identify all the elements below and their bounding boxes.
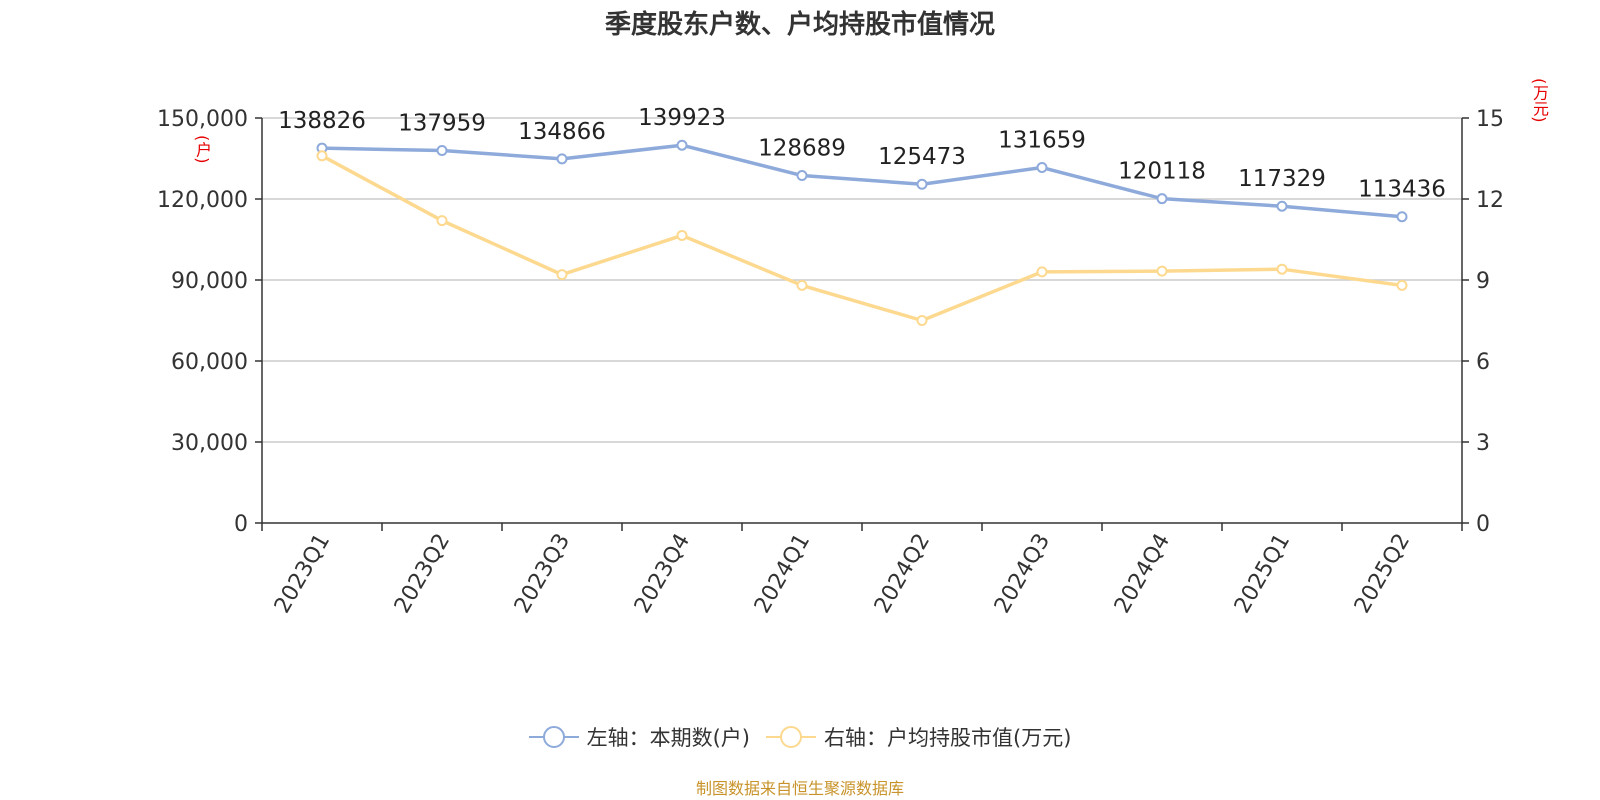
left-tick-label: 60,000 xyxy=(171,350,248,375)
legend-item-left[interactable]: 左轴：本期数(户) xyxy=(528,722,750,752)
right-tick-label: 9 xyxy=(1476,269,1490,294)
left-tick-label: 90,000 xyxy=(171,269,248,294)
data-point-2 xyxy=(436,215,448,227)
data-point-1 xyxy=(436,145,448,157)
legend-line-icon xyxy=(766,725,816,749)
data-point-1 xyxy=(556,153,568,165)
series-line-2 xyxy=(321,154,1403,323)
data-point-1 xyxy=(1036,162,1048,174)
x-tick-label: 2024Q4 xyxy=(1110,530,1175,618)
data-label: 120118 xyxy=(1118,159,1206,185)
right-tick-label: 6 xyxy=(1476,350,1490,375)
data-point-2 xyxy=(556,269,568,281)
data-label: 134866 xyxy=(518,119,606,145)
right-tick-label: 12 xyxy=(1476,188,1504,213)
left-tick-label: 0 xyxy=(234,512,248,537)
right-tick-label: 15 xyxy=(1476,107,1504,132)
data-point-2 xyxy=(316,150,328,162)
data-point-1 xyxy=(1396,211,1408,223)
right-tick-label: 3 xyxy=(1476,431,1490,456)
data-point-1 xyxy=(676,139,688,151)
data-label: 138826 xyxy=(278,108,366,134)
legend-item-right[interactable]: 右轴：户均持股市值(万元) xyxy=(766,722,1071,752)
data-point-2 xyxy=(796,279,808,291)
data-label: 131659 xyxy=(998,128,1086,154)
x-tick-label: 2024Q3 xyxy=(990,530,1055,618)
left-tick-label: 150,000 xyxy=(157,107,248,132)
series-line-1 xyxy=(321,143,1403,219)
x-tick-label: 2025Q1 xyxy=(1230,530,1295,618)
data-point-1 xyxy=(1276,200,1288,212)
data-label: 113436 xyxy=(1358,177,1446,203)
right-tick-label: 0 xyxy=(1476,512,1490,537)
data-label: 137959 xyxy=(398,111,486,137)
x-tick-label: 2024Q2 xyxy=(870,530,935,618)
data-point-1 xyxy=(916,178,928,190)
right-axis-unit: (万元) xyxy=(1530,78,1549,123)
x-tick-label: 2024Q1 xyxy=(750,530,815,618)
x-tick-label: 2023Q3 xyxy=(510,530,575,618)
legend-label: 右轴：户均持股市值(万元) xyxy=(824,726,1072,750)
left-tick-label: 120,000 xyxy=(157,188,248,213)
x-tick-label: 2025Q2 xyxy=(1350,530,1415,618)
chart-legend: 左轴：本期数(户) 右轴：户均持股市值(万元) xyxy=(0,722,1600,752)
data-point-2 xyxy=(916,315,928,326)
data-point-2 xyxy=(676,229,688,241)
data-point-2 xyxy=(1156,265,1168,277)
left-axis-unit: (户) xyxy=(193,135,212,164)
data-label: 139923 xyxy=(638,105,726,131)
legend-label: 左轴：本期数(户) xyxy=(586,726,750,750)
data-label: 128689 xyxy=(758,136,846,162)
x-tick-label: 2023Q2 xyxy=(390,530,455,618)
chart-title: 季度股东户数、户均持股市值情况 xyxy=(604,10,995,40)
data-point-2 xyxy=(1276,263,1288,275)
legend-line-icon xyxy=(528,725,579,749)
data-source: 制图数据来自恒生聚源数据库 xyxy=(695,779,904,798)
left-tick-label: 30,000 xyxy=(171,431,248,456)
data-label: 125473 xyxy=(878,144,966,170)
x-tick-label: 2023Q1 xyxy=(270,530,335,618)
data-point-1 xyxy=(1156,193,1168,205)
x-tick-label: 2023Q4 xyxy=(630,530,695,618)
data-label: 117329 xyxy=(1238,166,1326,192)
data-point-2 xyxy=(1036,266,1048,278)
data-point-1 xyxy=(796,170,808,182)
data-point-2 xyxy=(1396,279,1408,291)
